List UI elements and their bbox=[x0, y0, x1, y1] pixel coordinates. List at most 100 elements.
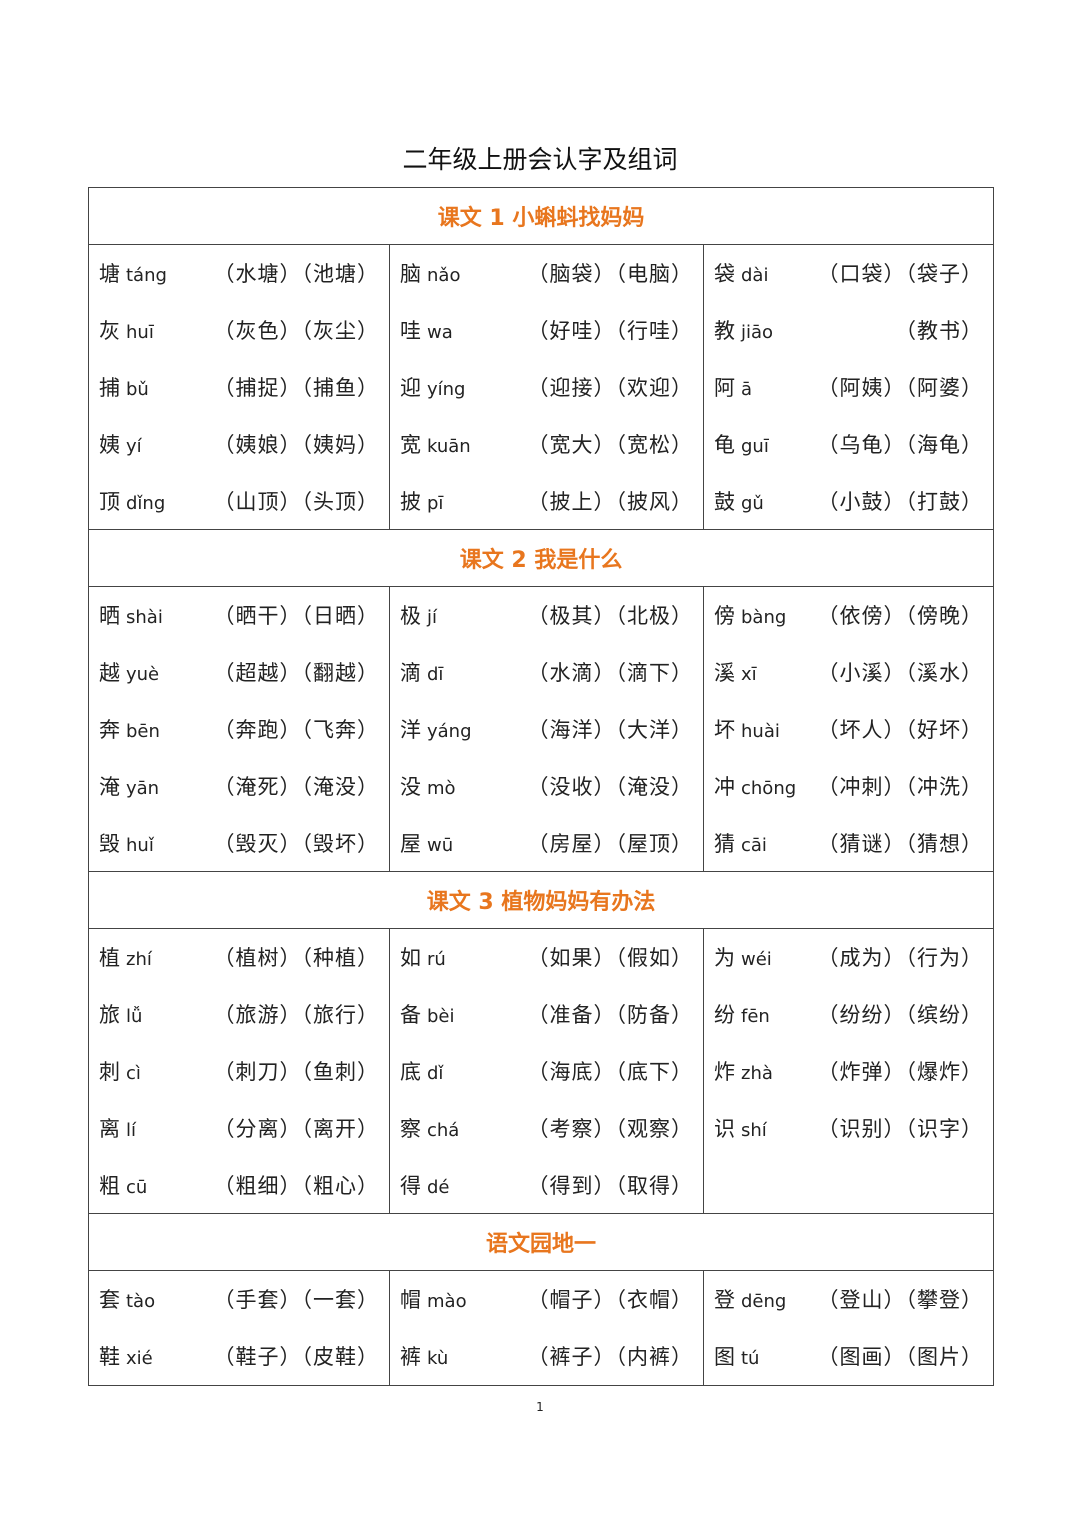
entry: 察 chá （考察）（观察） bbox=[400, 1113, 693, 1143]
character: 炸 bbox=[714, 1059, 735, 1084]
table-row: 越 yuè （超越）（翻越） 滴 dī （水滴）（滴下） 溪 xī （小溪）（溪水） bbox=[88, 643, 995, 701]
character-cell: 洋 yáng （海洋）（大洋） bbox=[389, 700, 704, 758]
word: （小溪） bbox=[817, 661, 906, 686]
character: 离 bbox=[99, 1116, 120, 1141]
character-with-pinyin: 底 dǐ bbox=[400, 1056, 443, 1086]
word: （袋子） bbox=[905, 262, 984, 287]
word: （教书） bbox=[895, 319, 984, 344]
character: 塘 bbox=[99, 262, 120, 287]
character-with-pinyin: 脑 nǎo bbox=[400, 258, 460, 288]
character-with-pinyin: 为 wéi bbox=[714, 942, 772, 972]
character: 宽 bbox=[400, 432, 421, 457]
character-with-pinyin: 宽 kuān bbox=[400, 429, 471, 459]
entry: 姨 yí （姨娘）（姨妈） bbox=[99, 429, 379, 459]
entry: 刺 cì （刺刀）（鱼刺） bbox=[99, 1056, 379, 1086]
character-cell: 披 pī （披上）（披风） bbox=[389, 472, 704, 530]
word-list: （水塘）（池塘） bbox=[214, 258, 380, 288]
character: 没 bbox=[400, 774, 421, 799]
section-header-row: 课文 3 植物妈妈有办法 bbox=[87, 870, 995, 929]
word-list: （得到）（取得） bbox=[528, 1170, 694, 1200]
word-list: （极其）（北极） bbox=[528, 600, 694, 630]
character-with-pinyin: 晒 shài bbox=[99, 600, 163, 630]
word: （迎接） bbox=[527, 375, 616, 400]
character-with-pinyin: 没 mò bbox=[400, 771, 456, 801]
character-with-pinyin: 屋 wū bbox=[400, 828, 453, 858]
pinyin: táng bbox=[126, 265, 167, 287]
character-cell: 图 tú （图画）（图片） bbox=[702, 1327, 995, 1386]
character-with-pinyin: 植 zhí bbox=[99, 942, 152, 972]
entry: 溪 xī （小溪）（溪水） bbox=[714, 657, 983, 687]
character-cell: 越 yuè （超越）（翻越） bbox=[88, 643, 390, 701]
pinyin: bǔ bbox=[126, 378, 149, 400]
pinyin: yān bbox=[126, 777, 160, 799]
table-row: 毁 huǐ （毁灭）（毁坏） 屋 wū （房屋）（屋顶） 猜 cāi （猜谜）（猜想） bbox=[88, 814, 995, 872]
entry: 套 tào （手套）（一套） bbox=[99, 1284, 379, 1314]
table-row: 奔 bēn （奔跑）（飞奔） 洋 yáng （海洋）（大洋） 坏 huài （坏人）（好坏） bbox=[88, 700, 995, 758]
character-with-pinyin: 披 pī bbox=[400, 486, 443, 516]
word: （衣帽） bbox=[615, 1288, 693, 1313]
word: （取得） bbox=[615, 1173, 693, 1198]
character-cell: 登 dēng （登山）（攀登） bbox=[702, 1270, 995, 1328]
word-list: （分离）（离开） bbox=[214, 1113, 380, 1143]
character-cell bbox=[702, 1156, 995, 1214]
character: 哇 bbox=[400, 319, 421, 344]
word-list: （灰色）（灰尘） bbox=[214, 315, 380, 345]
character-cell: 纷 fēn （纷纷）（缤纷） bbox=[702, 985, 995, 1043]
table-row: 姨 yí （姨娘）（姨妈） 宽 kuān （宽大）（宽松） 龟 guī （乌龟）（海龟） bbox=[88, 415, 995, 473]
character-with-pinyin: 傍 bàng bbox=[714, 600, 786, 630]
word: （房屋） bbox=[527, 831, 616, 856]
character-with-pinyin: 察 chá bbox=[400, 1113, 459, 1143]
word: （傍晚） bbox=[905, 604, 984, 629]
character: 如 bbox=[400, 946, 421, 971]
word-list: （口袋）（袋子） bbox=[818, 258, 984, 288]
character-with-pinyin: 裤 kù bbox=[400, 1341, 448, 1371]
word-list: （植树）（种植） bbox=[214, 942, 380, 972]
character-cell: 塘 táng （水塘）（池塘） bbox=[88, 244, 390, 302]
pinyin: mò bbox=[427, 777, 456, 799]
word-list: （猜谜）（猜想） bbox=[818, 828, 984, 858]
character: 图 bbox=[714, 1345, 735, 1370]
entry: 宽 kuān （宽大）（宽松） bbox=[400, 429, 693, 459]
character-cell: 龟 guī （乌龟）（海龟） bbox=[702, 415, 995, 473]
table-row: 套 tào （手套）（一套） 帽 mào （帽子）（衣帽） 登 dēng （登山）（攀登） bbox=[88, 1270, 995, 1328]
character-with-pinyin: 图 tú bbox=[714, 1341, 759, 1371]
entry: 越 yuè （超越）（翻越） bbox=[99, 657, 379, 687]
word: （图画） bbox=[817, 1345, 906, 1370]
entry: 傍 bàng （依傍）（傍晚） bbox=[714, 600, 983, 630]
word-list: （手套）（一套） bbox=[214, 1284, 380, 1314]
entry: 旅 lǚ （旅游）（旅行） bbox=[99, 999, 379, 1029]
word-list: （帽子）（衣帽） bbox=[528, 1284, 694, 1314]
pinyin: bèi bbox=[427, 1006, 455, 1028]
character-cell: 哇 wa （好哇）（行哇） bbox=[389, 301, 704, 359]
word: （打鼓） bbox=[905, 489, 984, 514]
character: 底 bbox=[400, 1059, 421, 1084]
character-cell: 得 dé （得到）（取得） bbox=[389, 1156, 704, 1214]
word: （没收） bbox=[527, 774, 616, 799]
pinyin: nǎo bbox=[427, 265, 461, 287]
word: （粗心） bbox=[301, 1173, 379, 1198]
character: 帽 bbox=[400, 1288, 421, 1313]
word: （阿姨） bbox=[817, 375, 906, 400]
character-with-pinyin: 毁 huǐ bbox=[99, 828, 154, 858]
character: 迎 bbox=[400, 375, 421, 400]
word: （口袋） bbox=[817, 262, 906, 287]
pinyin: cì bbox=[126, 1062, 141, 1084]
word: （披上） bbox=[527, 489, 616, 514]
entry: 底 dǐ （海底）（底下） bbox=[400, 1056, 693, 1086]
word-list: （脑袋）（电脑） bbox=[528, 258, 694, 288]
character-with-pinyin: 坏 huài bbox=[714, 714, 780, 744]
character: 坏 bbox=[714, 717, 735, 742]
word: （分离） bbox=[213, 1116, 302, 1141]
word-list: （阿姨）（阿婆） bbox=[818, 372, 984, 402]
character-with-pinyin: 鼓 gǔ bbox=[714, 486, 764, 516]
section-header-row: 课文 2 我是什么 bbox=[87, 528, 995, 587]
character: 鼓 bbox=[714, 489, 735, 514]
character-cell: 教 jiāo （教书） bbox=[702, 301, 995, 359]
word-list: （小鼓）（打鼓） bbox=[818, 486, 984, 516]
entry: 炸 zhà （炸弹）（爆炸） bbox=[714, 1056, 983, 1086]
word-list: （登山）（攀登） bbox=[818, 1284, 984, 1314]
character-cell: 帽 mào （帽子）（衣帽） bbox=[389, 1270, 704, 1328]
character: 为 bbox=[714, 946, 735, 971]
word: （行哇） bbox=[615, 319, 693, 344]
character-with-pinyin: 洋 yáng bbox=[400, 714, 472, 744]
